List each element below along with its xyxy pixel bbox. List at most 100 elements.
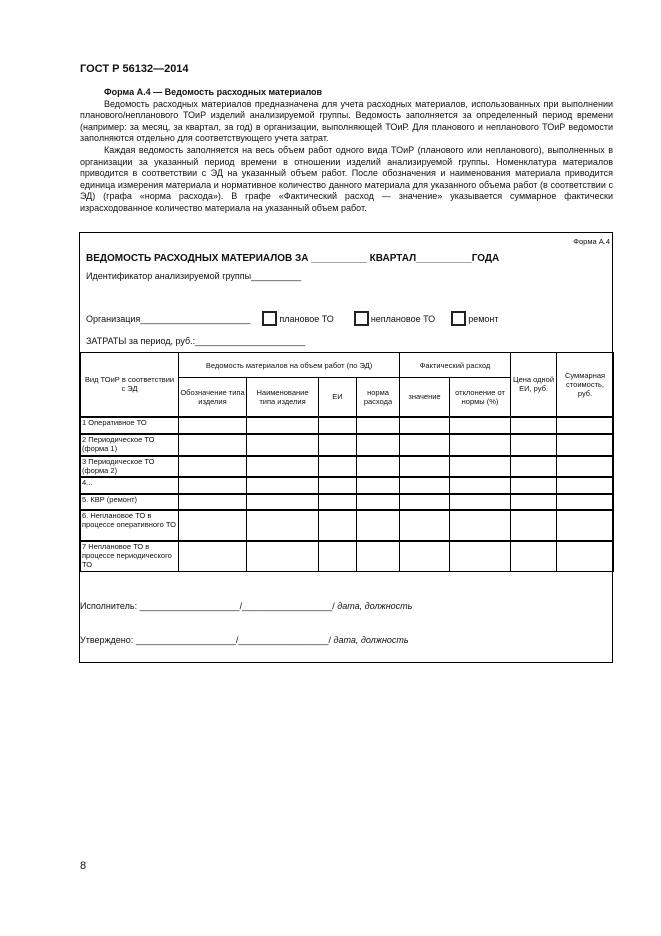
table-body: 1 Оперативное ТО 2 Периодическое ТО (форм… [80, 415, 615, 572]
approved-field[interactable]: Утверждено: ____________________/_______… [80, 635, 331, 645]
table-cell[interactable] [355, 415, 401, 434]
checkbox-label: плановое ТО [279, 313, 334, 324]
table-cell[interactable] [318, 432, 357, 456]
checkbox-label: неплановое ТО [370, 313, 436, 324]
paragraph: Каждая ведомость заполняется на весь объ… [80, 144, 613, 213]
table-cell[interactable] [355, 492, 401, 510]
row-type-label: 1 Оперативное ТО [80, 415, 179, 434]
table-cell[interactable] [318, 539, 357, 572]
table-cell[interactable] [556, 508, 615, 541]
table-row: 6. Неплановое ТО в процессе оперативного… [80, 508, 615, 541]
signature-hint: дата, должность [337, 601, 413, 611]
row-type-label: 5. КВР (ремонт) [80, 492, 179, 510]
table-cell[interactable] [510, 454, 558, 477]
row-type-label: 6. Неплановое ТО в процессе оперативного… [80, 508, 179, 541]
table-cell[interactable] [449, 432, 512, 456]
table-cell[interactable] [246, 539, 319, 572]
table-cell[interactable] [510, 539, 558, 572]
table-cell[interactable] [178, 475, 247, 494]
form-title: ВЕДОМОСТЬ РАСХОДНЫХ МАТЕРИАЛОВ ЗА ______… [86, 253, 500, 264]
table-cell[interactable] [449, 454, 512, 477]
table-cell[interactable] [510, 475, 558, 494]
table-cell[interactable] [246, 415, 319, 434]
approved-signature: Утверждено: ____________________/_______… [80, 635, 409, 645]
table-cell[interactable] [510, 432, 558, 456]
form-a4: Форма А.4 ВЕДОМОСТЬ РАСХОДНЫХ МАТЕРИАЛОВ… [79, 232, 615, 663]
table-cell[interactable] [556, 415, 615, 434]
table-cell[interactable] [318, 508, 357, 541]
row-type-label: 3 Периодическое ТО (форма 2) [80, 454, 179, 477]
table-cell[interactable] [556, 432, 615, 456]
table-cell[interactable] [178, 508, 247, 541]
costs-field[interactable]: ЗАТРАТЫ за период, руб.:________________… [86, 336, 306, 346]
paragraph: Ведомость расходных материалов предназна… [80, 98, 613, 144]
table-cell[interactable] [178, 432, 247, 456]
table-cell[interactable] [178, 539, 247, 572]
group-actual-header: Фактический расход [399, 352, 512, 378]
table-cell[interactable] [449, 539, 512, 572]
table-cell[interactable] [318, 475, 357, 494]
table-cell[interactable] [355, 475, 401, 494]
table-cell[interactable] [355, 432, 401, 456]
row-type-label: 4... [80, 475, 179, 494]
signature-hint: дата, должность [333, 635, 409, 645]
table-cell[interactable] [510, 415, 558, 434]
materials-table: Вид ТОиР в соответствии с ЭД Ведомость м… [80, 352, 615, 572]
table-cell[interactable] [449, 508, 512, 541]
table-cell[interactable] [246, 432, 319, 456]
table-cell[interactable] [556, 475, 615, 494]
organization-row: Организация______________________ планов… [86, 311, 498, 326]
table-cell[interactable] [355, 454, 401, 477]
table-row: 5. КВР (ремонт) [80, 492, 615, 510]
group-identifier-field[interactable]: Идентификатор анализируемой группы______… [86, 271, 302, 281]
table-row: 7 Неплановое ТО в процессе периодическог… [80, 539, 615, 572]
table-cell[interactable] [318, 454, 357, 477]
table-cell[interactable] [318, 492, 357, 510]
table-cell[interactable] [355, 508, 401, 541]
table-cell[interactable] [510, 492, 558, 510]
table-cell[interactable] [355, 539, 401, 572]
table-cell[interactable] [246, 508, 319, 541]
table-cell[interactable] [246, 454, 319, 477]
col-price-header: Цена одной ЕИ, руб. [510, 352, 558, 417]
table-cell[interactable] [178, 492, 247, 510]
table-cell[interactable] [399, 432, 451, 456]
row-type-label: 7 Неплановое ТО в процессе периодическог… [80, 539, 179, 572]
table-row: 1 Оперативное ТО [80, 415, 615, 434]
col-norm-header: норма расхода [355, 377, 401, 417]
table-row: 3 Периодическое ТО (форма 2) [80, 454, 615, 477]
col-total-header: Суммарная стоимость, руб. [556, 352, 615, 417]
row-type-label: 2 Периодическое ТО (форма 1) [80, 432, 179, 456]
table-cell[interactable] [556, 454, 615, 477]
intro-section: Форма А.4 — Ведомость расходных материал… [80, 87, 613, 215]
table-cell[interactable] [556, 539, 615, 572]
planned-checkbox[interactable] [262, 311, 278, 326]
table-cell[interactable] [399, 492, 451, 510]
table-cell[interactable] [399, 539, 451, 572]
table-cell[interactable] [556, 492, 615, 510]
col-deviation-header: отклонение от нормы (%) [449, 377, 512, 417]
col-type-header: Вид ТОиР в соответствии с ЭД [80, 352, 179, 417]
group-materials-header: Ведомость материалов на объем работ (по … [177, 352, 401, 378]
checkbox-label: ремонт [468, 313, 499, 324]
table-cell[interactable] [510, 508, 558, 541]
table-cell[interactable] [399, 454, 451, 477]
executor-field[interactable]: Исполнитель: ____________________/______… [80, 601, 335, 611]
repair-checkbox[interactable] [451, 311, 467, 326]
page-number: 8 [80, 860, 87, 872]
table-cell[interactable] [449, 475, 512, 494]
table-cell[interactable] [318, 415, 357, 434]
organization-field[interactable]: Организация______________________ [86, 313, 251, 324]
table-cell[interactable] [246, 492, 319, 510]
table-cell[interactable] [246, 475, 319, 494]
table-cell[interactable] [449, 492, 512, 510]
section-heading: Форма А.4 — Ведомость расходных материал… [104, 87, 323, 97]
table-cell[interactable] [399, 475, 451, 494]
unplanned-checkbox[interactable] [353, 311, 369, 326]
table-cell[interactable] [449, 415, 512, 434]
table-cell[interactable] [178, 415, 247, 434]
table-cell[interactable] [399, 508, 451, 541]
col-unit-header: ЕИ [318, 377, 357, 417]
table-cell[interactable] [178, 454, 247, 477]
table-cell[interactable] [399, 415, 451, 434]
